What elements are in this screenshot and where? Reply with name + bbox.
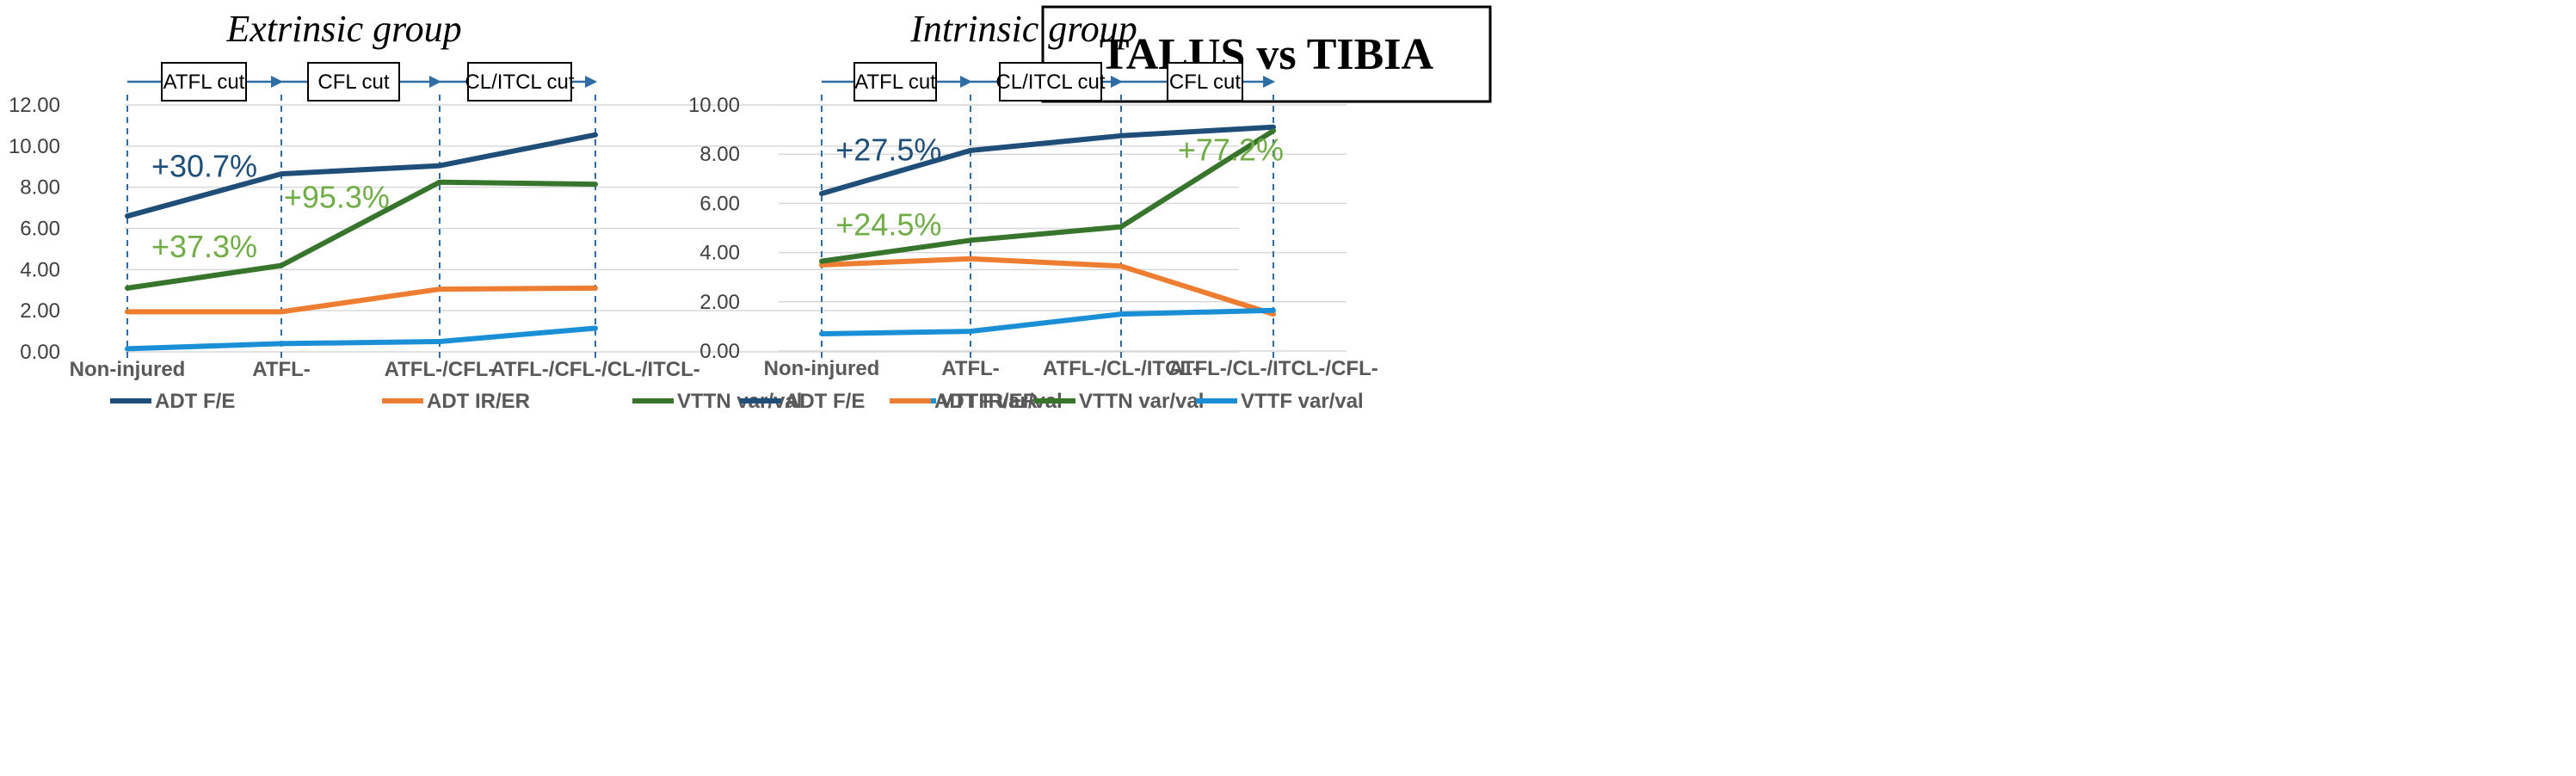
- data-point: [438, 340, 441, 343]
- series-line: [125, 285, 598, 315]
- legend-label: ADT F/E: [155, 390, 235, 413]
- data-point: [126, 347, 129, 350]
- percent-annotation: +37.3%: [151, 229, 257, 264]
- data-point: [594, 133, 597, 137]
- data-point: [1272, 309, 1275, 312]
- series-line: [125, 179, 598, 291]
- data-point: [594, 286, 597, 290]
- percent-annotation: +30.7%: [151, 149, 257, 184]
- data-point: [1119, 312, 1123, 316]
- data-point: [1272, 312, 1275, 316]
- chart-title: Intrinsic group: [909, 8, 1137, 50]
- legend-label: VTTN var/val: [1079, 390, 1204, 413]
- data-point: [820, 332, 823, 336]
- y-tick-label: 2.00: [20, 299, 60, 323]
- y-tick-label: 0.00: [20, 341, 60, 364]
- x-tick-label: ATFL-: [252, 358, 311, 381]
- cut-step-box: [854, 62, 937, 102]
- data-point: [438, 164, 441, 168]
- x-tick-label: ATFL-/CFL-/CL-/ITCL-: [490, 358, 699, 381]
- sequence-arrowhead: [1263, 76, 1275, 88]
- cut-step-label: CL/ITCL cut: [995, 71, 1105, 94]
- sequence-arrowhead: [271, 76, 283, 88]
- cut-step-box: [999, 62, 1102, 102]
- y-tick-label: 10.00: [9, 135, 60, 158]
- data-point: [820, 192, 823, 195]
- y-tick-label: 12.00: [9, 94, 60, 117]
- intrinsic-chart: Intrinsic group 0.00 2.00 4.00 6.00 8.00 10.00…: [688, 8, 1378, 413]
- data-point: [438, 287, 441, 291]
- data-point: [280, 264, 283, 268]
- cut-step-box: [1167, 62, 1243, 102]
- data-point: [280, 310, 283, 313]
- sequence-arrowhead: [960, 76, 972, 88]
- legend-label: VTTN var/val: [677, 390, 802, 413]
- x-tick-label: ATFL-: [941, 357, 1000, 380]
- cut-step-label: CFL cut: [1169, 71, 1241, 94]
- y-tick-label: 6.00: [699, 192, 740, 215]
- data-point: [820, 263, 823, 267]
- percent-annotation: +95.3%: [284, 180, 390, 215]
- legend-label: ADT IR/ER: [934, 390, 1038, 413]
- percent-annotation: +27.5%: [835, 132, 941, 167]
- legend-label: ADT IR/ER: [427, 390, 530, 413]
- data-point: [594, 182, 597, 186]
- x-tick-label: Non-injured: [70, 358, 186, 381]
- data-point: [1272, 129, 1275, 132]
- series-line: [819, 128, 1276, 264]
- y-tick-label: 2.00: [699, 291, 740, 314]
- x-tick-label: Non-injured: [764, 357, 880, 380]
- y-tick-label: 10.00: [688, 94, 740, 117]
- series-line: [125, 132, 598, 219]
- cut-step-box: [161, 62, 247, 102]
- series-line: [819, 307, 1276, 336]
- cut-step-label: CL/ITCL cut: [465, 71, 574, 94]
- y-tick-label: 4.00: [20, 258, 60, 281]
- data-point: [126, 286, 129, 290]
- y-tick-label: 0.00: [699, 340, 740, 363]
- series-line: [125, 325, 598, 352]
- cut-step-box: [467, 62, 572, 102]
- series-line: [819, 256, 1276, 317]
- data-point: [969, 329, 972, 333]
- data-point: [126, 310, 129, 313]
- data-point: [1119, 225, 1123, 229]
- sequence-arrowhead: [1111, 76, 1123, 88]
- y-tick-label: 4.00: [699, 242, 740, 265]
- data-point: [438, 181, 441, 184]
- chart-title: Extrinsic group: [225, 8, 461, 50]
- percent-annotation: +24.5%: [835, 207, 941, 243]
- cut-step-label: CFL cut: [317, 71, 389, 94]
- data-point: [126, 214, 129, 218]
- y-tick-label: 8.00: [699, 143, 740, 166]
- percent-annotation: +77.2%: [1178, 132, 1284, 167]
- data-point: [594, 326, 597, 329]
- y-tick-label: 6.00: [20, 218, 60, 241]
- x-tick-label: ATFL-/CL-/ITCL-/CFL-: [1168, 357, 1377, 380]
- x-tick-label: ATFL-/CL-/ITCL-: [1043, 357, 1199, 380]
- series-line: [819, 124, 1276, 196]
- main-title: TALUS vs TIBIA: [1100, 30, 1434, 79]
- data-point: [969, 149, 972, 152]
- sequence-arrowhead: [429, 76, 441, 88]
- data-point: [280, 172, 283, 176]
- data-point: [969, 238, 972, 242]
- extrinsic-chart: Extrinsic group 0.00 2.00 4.00 6.00 8.00 10.00…: [9, 8, 1239, 413]
- y-tick-label: 8.00: [20, 176, 60, 200]
- sequence-arrowhead: [585, 76, 597, 88]
- data-point: [280, 342, 283, 345]
- cut-step-label: ATFL cut: [163, 71, 245, 94]
- data-point: [820, 260, 823, 263]
- legend-label: VTTF var/val: [1241, 390, 1364, 413]
- cut-step-box: [307, 62, 400, 102]
- data-point: [1119, 264, 1123, 268]
- data-point: [969, 257, 972, 261]
- data-point: [1272, 126, 1275, 129]
- data-point: [1119, 134, 1123, 138]
- cut-step-label: ATFL cut: [854, 71, 936, 94]
- x-tick-label: ATFL-/CFL-: [385, 358, 496, 381]
- legend-label: ADT F/E: [785, 390, 865, 413]
